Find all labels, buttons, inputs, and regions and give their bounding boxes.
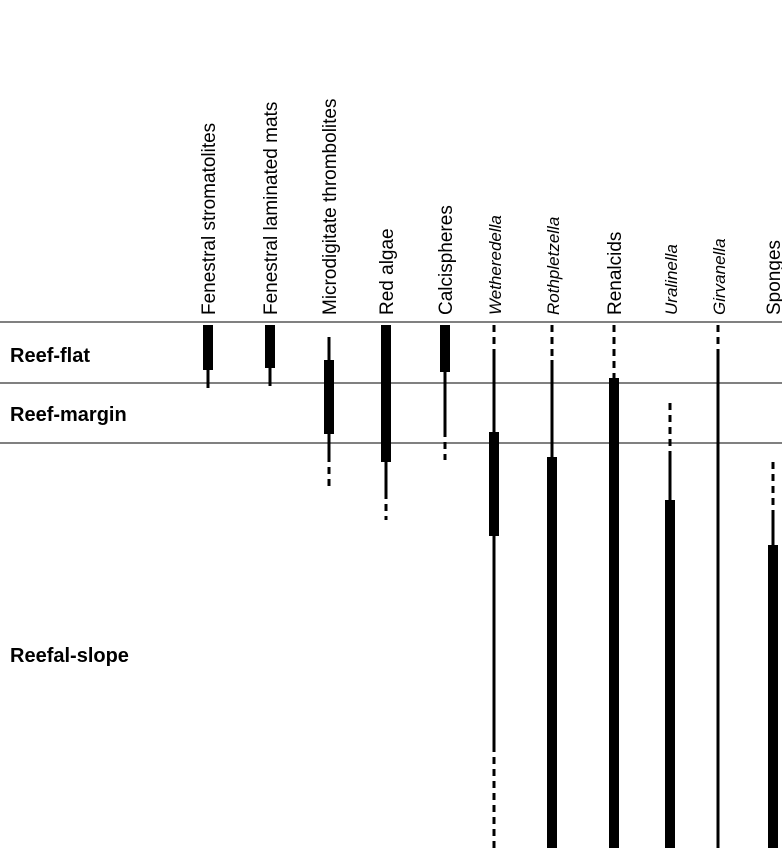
- column-label: Renalcids: [605, 232, 626, 315]
- column-label: Rothpletzella: [544, 217, 563, 315]
- column-label: Fenestral stromatolites: [199, 123, 220, 315]
- zone-label: Reefal-slope: [10, 645, 129, 667]
- column-label: Sponges: [764, 240, 782, 315]
- column-label: Red algae: [377, 228, 398, 315]
- zone-label: Reef-margin: [10, 404, 127, 426]
- column-label: Calcispheres: [436, 205, 457, 315]
- column-label: Girvanella: [710, 238, 729, 315]
- column-label: Wetheredella: [486, 215, 505, 315]
- zone-label: Reef-flat: [10, 345, 90, 367]
- column-label: Uralinella: [662, 244, 681, 315]
- column-label: Fenestral laminated mats: [261, 102, 282, 315]
- column-label: Microdigitate thrombolites: [320, 99, 341, 315]
